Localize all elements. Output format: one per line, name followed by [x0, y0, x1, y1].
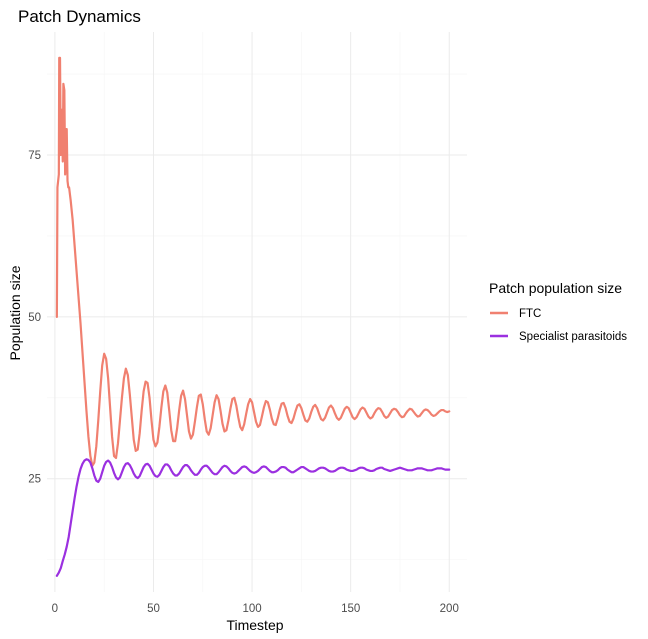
legend-label-specialist-parasitoids: Specialist parasitoids: [519, 331, 627, 343]
x-axis-title: Timestep: [226, 617, 283, 633]
legend-label-ftc: FTC: [519, 308, 541, 320]
y-axis-title: Population size: [7, 265, 23, 360]
x-tick-label: 150: [341, 603, 360, 615]
x-tick-label: 200: [440, 603, 459, 615]
series-layer: [55, 56, 451, 577]
series-line-specialist-parasitoids: [55, 458, 451, 577]
grid: [47, 32, 467, 592]
y-tick-label: 50: [28, 312, 41, 324]
x-tick-label: 0: [52, 603, 58, 615]
y-tick-label: 75: [28, 150, 41, 162]
chart-title: Patch Dynamics: [18, 7, 141, 26]
x-tick-label: 50: [147, 603, 160, 615]
legend-items: FTC Specialist parasitoids: [490, 308, 627, 343]
legend-title: Patch population size: [489, 280, 622, 296]
tick-labels: 0 50 100 150 200 25 50 75: [28, 150, 459, 615]
y-tick-label: 25: [28, 474, 41, 486]
x-tick-label: 100: [242, 603, 261, 615]
series-line-ftc: [55, 56, 451, 467]
legend: Patch population size FTC Specialist para…: [489, 280, 627, 343]
